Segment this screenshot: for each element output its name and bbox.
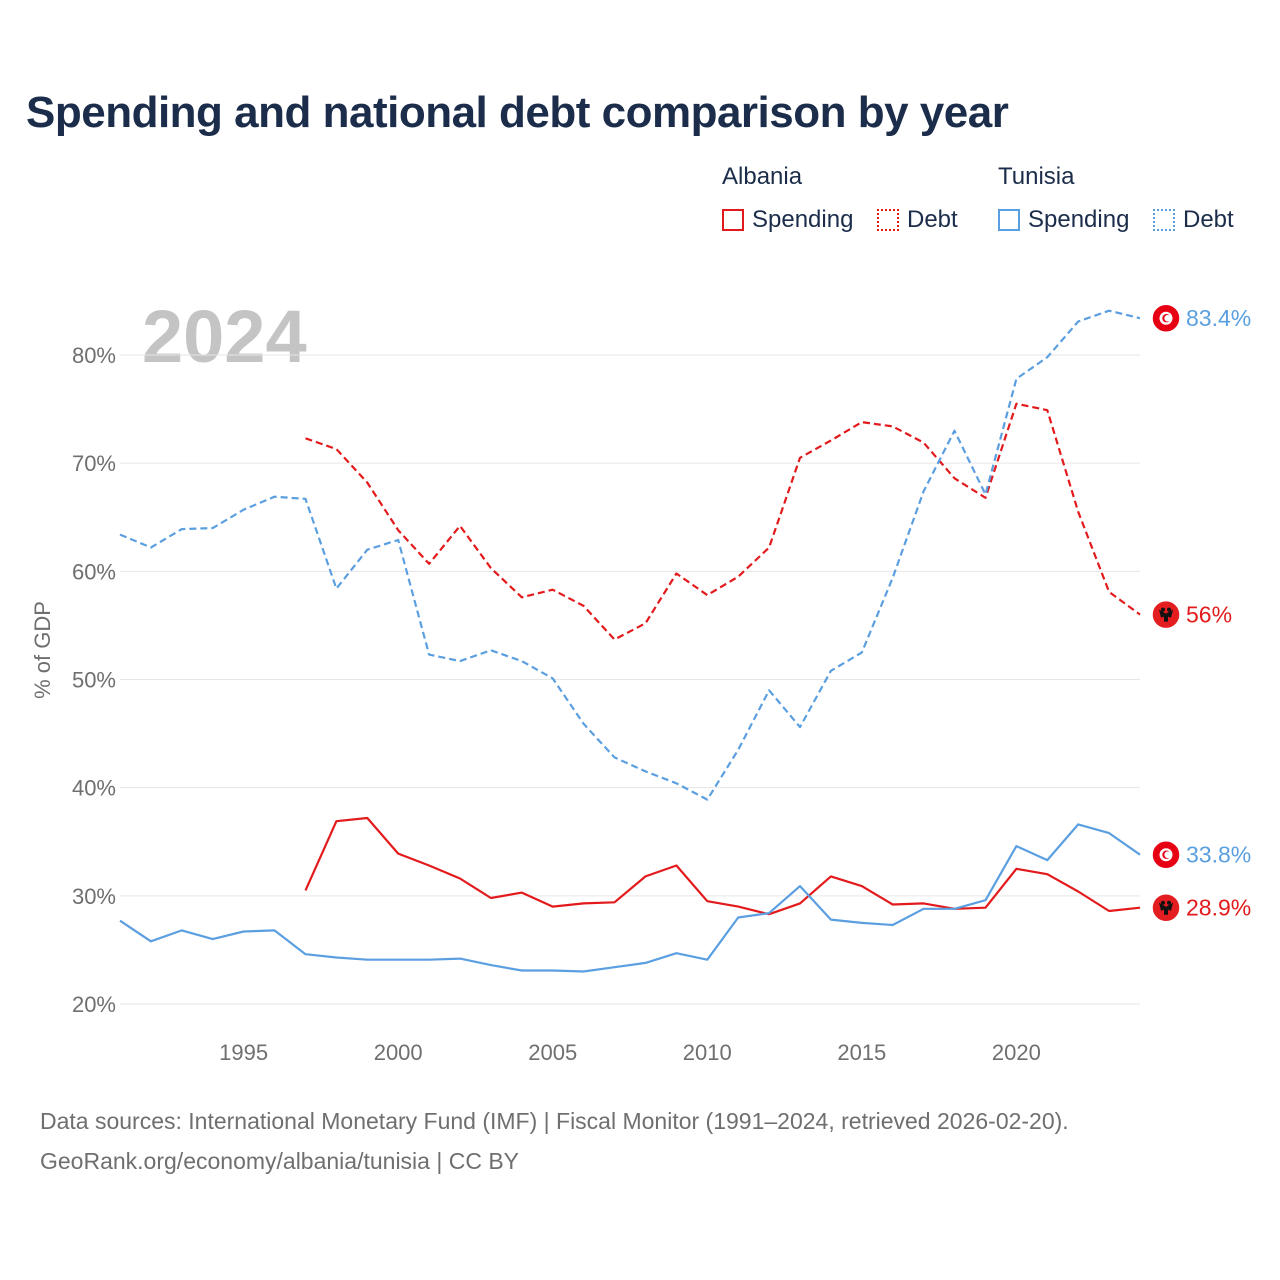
legend-swatch-solid: [722, 209, 744, 231]
legend-swatch-solid: [998, 209, 1020, 231]
footer-credit: GeoRank.org/economy/albania/tunisia | CC…: [40, 1148, 520, 1174]
legend-label: Spending: [1028, 206, 1130, 233]
legend-tunisia-title: Tunisia: [998, 163, 1075, 190]
tunisia-flag-icon: [1151, 839, 1181, 870]
footer-sources: Data sources: International Monetary Fun…: [40, 1108, 1069, 1134]
series-line-tunisia-debt[interactable]: [119, 309, 1141, 801]
legend-swatch-dotted: [877, 209, 899, 231]
page-title: Spending and national debt comparison by…: [26, 88, 1009, 137]
series-line-tunisia-spending[interactable]: [119, 823, 1141, 973]
legend-tunisia-spending[interactable]: Spending: [998, 205, 1129, 235]
y-tick-label: 60%: [72, 559, 116, 584]
series-line-albania-spending[interactable]: [304, 816, 1141, 916]
end-value-label: 83.4%: [1186, 305, 1251, 331]
legend-tunisia-debt[interactable]: Debt: [1153, 205, 1234, 235]
legend-label: Spending: [752, 206, 854, 233]
x-tick-label: 2015: [837, 1040, 886, 1065]
legend-albania-spending[interactable]: Spending: [722, 205, 853, 235]
y-tick-label: 80%: [72, 343, 116, 368]
legend-label: Debt: [907, 206, 958, 233]
legend-swatch-dotted: [1153, 209, 1175, 231]
x-tick-label: 2005: [528, 1040, 577, 1065]
x-tick-label: 2000: [374, 1040, 423, 1065]
legend-albania-title: Albania: [722, 163, 803, 190]
tunisia-flag-icon: [1151, 303, 1181, 333]
end-value-label: 28.9%: [1186, 895, 1251, 921]
year-watermark: 2024: [142, 295, 307, 378]
legend-albania-debt[interactable]: Debt: [877, 205, 958, 235]
end-value-label: 33.8%: [1186, 842, 1251, 868]
albania-flag-icon: [1151, 892, 1181, 923]
legend-label: Debt: [1183, 206, 1234, 233]
y-tick-label: 50%: [72, 668, 116, 693]
x-tick-label: 1995: [219, 1040, 268, 1065]
x-tick-label: 2010: [683, 1040, 732, 1065]
y-tick-label: 40%: [72, 776, 116, 801]
x-tick-label: 2020: [992, 1040, 1041, 1065]
albania-flag-icon: [1151, 599, 1181, 630]
y-tick-label: 30%: [72, 884, 116, 909]
series-line-albania-debt[interactable]: [305, 402, 1141, 641]
y-tick-label: 20%: [72, 992, 116, 1017]
y-tick-label: 70%: [72, 451, 116, 476]
y-axis-label: % of GDP: [30, 601, 55, 699]
end-value-label: 56%: [1186, 602, 1232, 628]
